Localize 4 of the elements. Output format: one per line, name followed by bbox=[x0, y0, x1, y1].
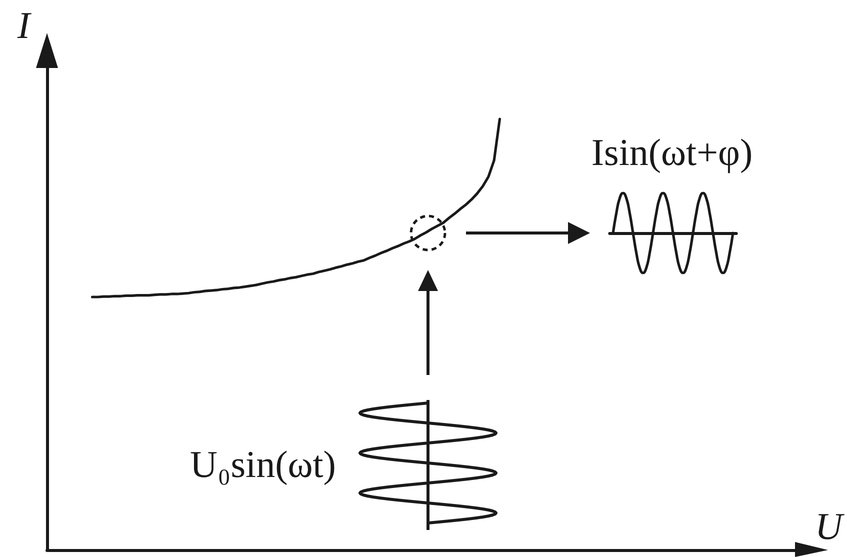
chart-title: Isin(ωt+φ) bbox=[591, 132, 753, 174]
x-axis-title: U bbox=[815, 506, 845, 548]
annotation: U₀sin(ωt) bbox=[190, 444, 336, 486]
y-axis-title: I bbox=[16, 5, 32, 47]
